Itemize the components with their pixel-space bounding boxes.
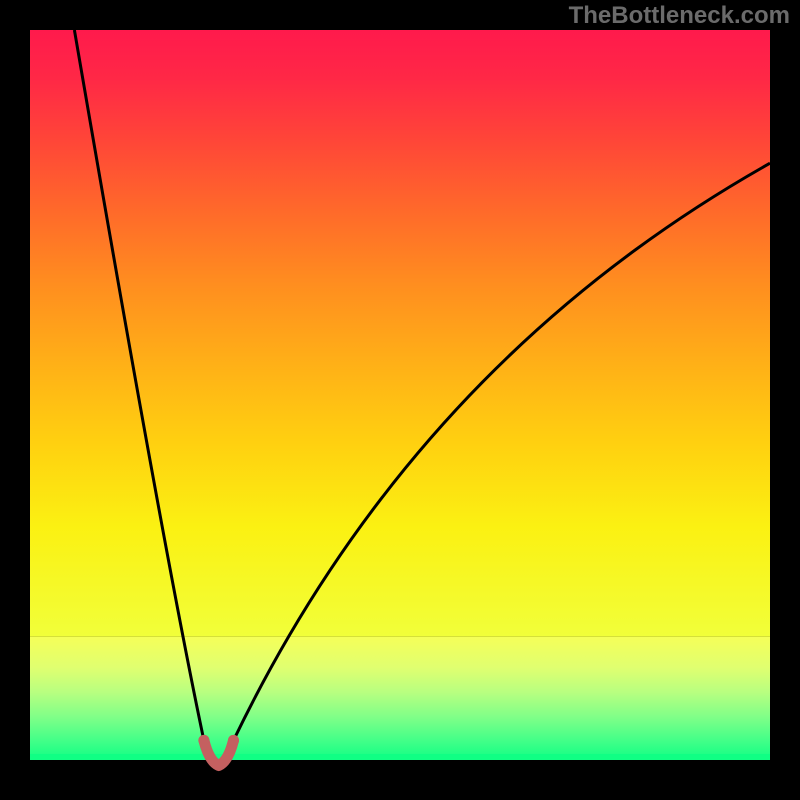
green-baseline-strip <box>30 754 770 760</box>
bottleneck-curve-plot <box>0 0 800 800</box>
gradient-background-bottom <box>30 637 770 760</box>
gradient-background-main <box>30 30 770 637</box>
chart-root: TheBottleneck.com <box>0 0 800 800</box>
optimum-marker-dot-right <box>228 735 239 746</box>
watermark-text: TheBottleneck.com <box>569 2 790 30</box>
optimum-marker-dot-left <box>198 735 209 746</box>
